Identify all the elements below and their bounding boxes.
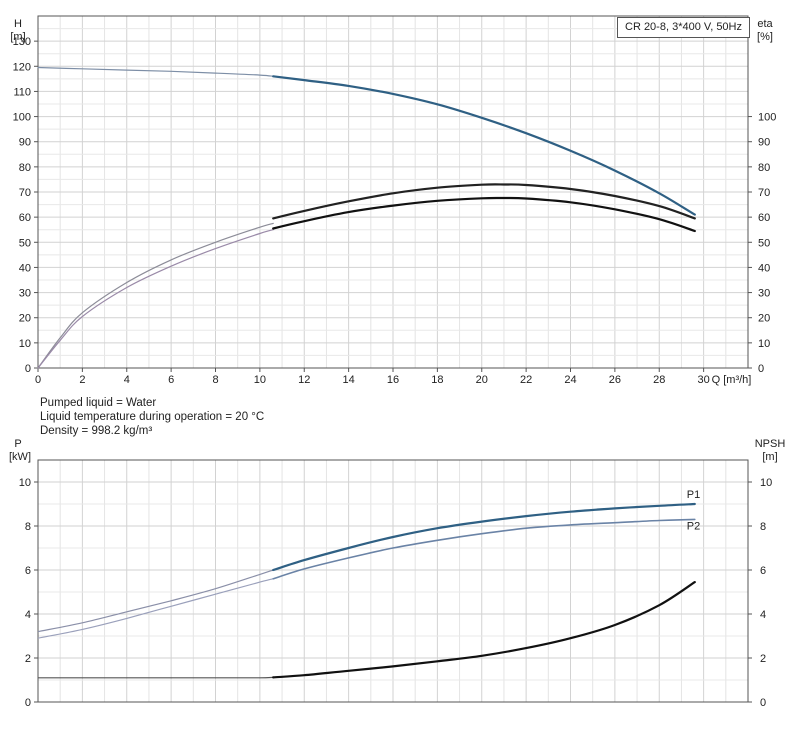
y-left-tick-label: 10 bbox=[19, 338, 31, 350]
y-left-tick-label: 60 bbox=[19, 212, 31, 224]
x-tick-label: 6 bbox=[168, 374, 174, 386]
y-right-tick-label: 30 bbox=[758, 288, 770, 300]
p-tick-label: 10 bbox=[19, 477, 31, 489]
series-label-p1: P1 bbox=[687, 489, 700, 501]
y-right-tick-label: 90 bbox=[758, 137, 770, 149]
x-tick-label: 14 bbox=[343, 374, 355, 386]
y-left-tick-label: 80 bbox=[19, 162, 31, 174]
y-left-tick-label: 0 bbox=[25, 363, 31, 375]
y-right-tick-label: 40 bbox=[758, 262, 770, 274]
y-left-tick-label: 120 bbox=[13, 61, 31, 73]
y-left-tick-label: 50 bbox=[19, 237, 31, 249]
p-tick-label: 2 bbox=[25, 653, 31, 665]
x-tick-label: 20 bbox=[476, 374, 488, 386]
x-tick-label: 28 bbox=[653, 374, 665, 386]
y-right-tick-label: 60 bbox=[758, 212, 770, 224]
y-left-tick-label: 70 bbox=[19, 187, 31, 199]
chart-title: CR 20-8, 3*400 V, 50Hz bbox=[617, 17, 750, 38]
x-axis-label: Q [m³/h] bbox=[712, 374, 752, 386]
y-right-tick-label: 20 bbox=[758, 313, 770, 325]
npsh-axis-name: NPSH bbox=[755, 438, 786, 450]
y-right-tick-label: 50 bbox=[758, 237, 770, 249]
y-left-tick-label: 30 bbox=[19, 288, 31, 300]
x-tick-label: 10 bbox=[254, 374, 266, 386]
npsh-tick-label: 4 bbox=[760, 609, 766, 621]
p-tick-label: 6 bbox=[25, 565, 31, 577]
p-tick-label: 4 bbox=[25, 609, 31, 621]
p-axis-name: P bbox=[14, 438, 21, 450]
density-text: Density = 998.2 kg/m³ bbox=[40, 424, 152, 438]
y-left-axis-unit: [m] bbox=[10, 31, 25, 43]
x-tick-label: 12 bbox=[298, 374, 310, 386]
y-right-tick-label: 70 bbox=[758, 187, 770, 199]
npsh-tick-label: 0 bbox=[760, 697, 766, 709]
y-right-tick-label: 100 bbox=[758, 112, 776, 124]
y-left-tick-label: 100 bbox=[13, 112, 31, 124]
y-right-tick-label: 10 bbox=[758, 338, 770, 350]
y-left-tick-label: 20 bbox=[19, 313, 31, 325]
liquid-temperature-text: Liquid temperature during operation = 20… bbox=[40, 410, 264, 424]
x-tick-label: 30 bbox=[698, 374, 710, 386]
npsh-tick-label: 2 bbox=[760, 653, 766, 665]
y-left-tick-label: 90 bbox=[19, 137, 31, 149]
series-label-p2: P2 bbox=[687, 520, 700, 532]
x-tick-label: 8 bbox=[212, 374, 218, 386]
npsh-tick-label: 6 bbox=[760, 565, 766, 577]
power-npsh-plot: 0 2 4 6 8 10 0 2 4 6 8 10 P[kW] NPSH[m] P1 P2 bbox=[9, 438, 785, 709]
x-tick-label: 22 bbox=[520, 374, 532, 386]
y-left-tick-label: 110 bbox=[13, 86, 31, 98]
x-tick-label: 0 bbox=[35, 374, 41, 386]
x-tick-label: 4 bbox=[124, 374, 130, 386]
npsh-tick-label: 8 bbox=[760, 521, 766, 533]
y-left-axis-name: H bbox=[14, 18, 22, 30]
x-tick-label: 16 bbox=[387, 374, 399, 386]
npsh-tick-label: 10 bbox=[760, 477, 772, 489]
x-tick-label: 26 bbox=[609, 374, 621, 386]
y-left-tick-label: 40 bbox=[19, 262, 31, 274]
x-tick-label: 2 bbox=[79, 374, 85, 386]
p-tick-label: 8 bbox=[25, 521, 31, 533]
p-tick-label: 0 bbox=[25, 697, 31, 709]
y-right-axis-name: eta bbox=[757, 18, 773, 30]
y-right-tick-label: 80 bbox=[758, 162, 770, 174]
p-axis-unit: [kW] bbox=[9, 451, 31, 463]
y-right-axis-unit: [%] bbox=[757, 31, 773, 43]
x-tick-label: 24 bbox=[564, 374, 576, 386]
pumped-liquid-text: Pumped liquid = Water bbox=[40, 396, 156, 410]
npsh-axis-unit: [m] bbox=[762, 451, 777, 463]
y-right-tick-label: 0 bbox=[758, 363, 764, 375]
x-tick-label: 18 bbox=[431, 374, 443, 386]
